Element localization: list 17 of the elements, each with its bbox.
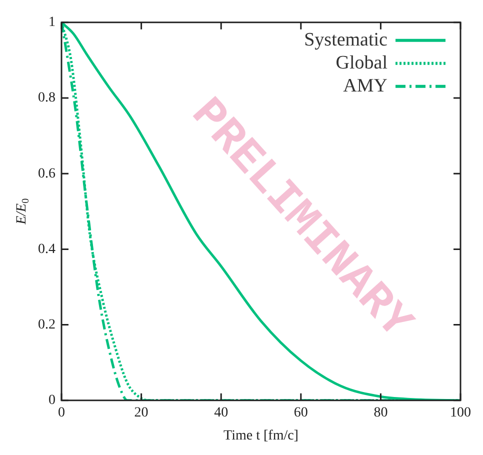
y-tick-label: 0.6 [38,166,56,182]
x-axis-title: Time t [fm/c] [224,428,298,444]
x-tick-label: 40 [214,405,228,420]
legend-label: Global [336,52,388,74]
x-tick-label: 0 [58,405,65,420]
x-tick-label: 100 [450,405,471,420]
x-tick-label: 20 [134,405,148,420]
legend-label: Systematic [304,29,388,50]
y-tick-label: 0 [48,393,56,408]
x-tick-label: 80 [374,405,388,420]
legend-label: AMY [343,75,388,96]
y-tick-label: 0.8 [38,90,56,106]
y-tick-label: 0.4 [38,242,56,257]
y-tick-label: 0.2 [38,317,56,332]
y-tick-label: 1 [48,15,56,30]
x-tick-label: 60 [294,405,308,420]
y-axis-title: E/E0 [14,198,32,226]
